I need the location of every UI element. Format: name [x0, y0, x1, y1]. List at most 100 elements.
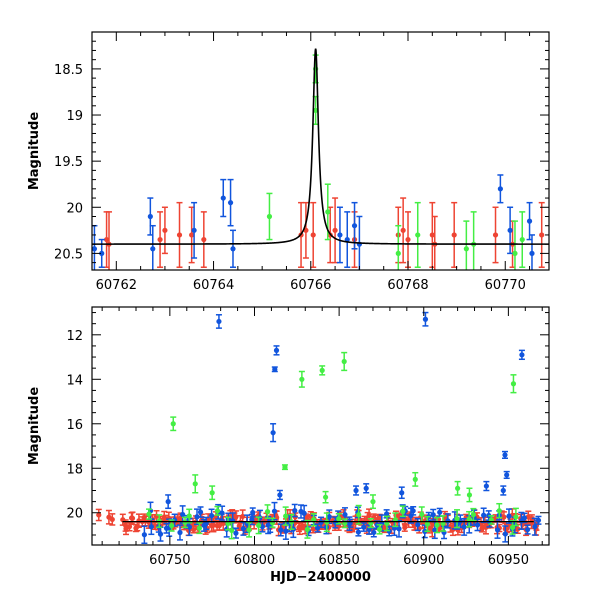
bulk-point-red: [233, 514, 239, 520]
bulk-point-blue: [355, 529, 362, 535]
bulk-point-blue: [524, 526, 531, 533]
plot-frame: [91, 31, 550, 271]
data-point-red: [429, 232, 435, 238]
data-point-red: [201, 236, 207, 243]
data-point-blue: [351, 223, 358, 229]
bulk-point-green: [424, 521, 430, 527]
data-point-blue: [363, 485, 369, 491]
bulk-point-green: [196, 525, 203, 531]
data-point-green: [325, 209, 331, 215]
data-point-blue: [230, 246, 236, 252]
bulk-point-red: [501, 514, 507, 520]
bulk-point-red: [377, 515, 383, 521]
data-point-red: [109, 516, 115, 523]
data-point-green: [209, 490, 215, 496]
bulk-point-red: [216, 523, 223, 529]
bulk-point-blue: [361, 524, 367, 530]
bulk-point-blue: [396, 526, 402, 532]
x-tick-label: 60900: [403, 553, 444, 568]
bulk-point-blue: [445, 518, 451, 524]
data-point-blue: [497, 186, 503, 192]
y-tick-label: 20: [66, 507, 83, 522]
data-point-red: [400, 227, 406, 233]
data-point-blue: [337, 232, 343, 238]
bulk-point-green: [146, 511, 152, 517]
data-point-green: [370, 499, 376, 505]
bulk-point-blue: [437, 509, 443, 515]
bulk-point-blue: [249, 517, 255, 523]
y-tick-label: 14: [66, 373, 83, 388]
data-point-blue: [92, 246, 98, 252]
x-tick-label: 60764: [193, 278, 234, 293]
bulk-point-red: [515, 526, 521, 532]
data-point-blue: [270, 430, 276, 436]
bulk-point-blue: [148, 524, 154, 530]
bulk-point-green: [304, 526, 311, 532]
bulk-point-green: [214, 508, 221, 514]
data-point-red: [103, 236, 110, 243]
bulk-point-green: [376, 526, 383, 532]
bulk-point-green: [496, 508, 502, 514]
bulk-point-blue: [494, 527, 501, 533]
bulk-point-blue: [502, 531, 508, 537]
data-point-green: [313, 107, 319, 114]
bulk-point-red: [129, 515, 136, 521]
data-point-blue: [150, 246, 156, 252]
data-point-green: [299, 376, 305, 382]
bulk-point-blue: [283, 528, 289, 534]
data-point-red: [96, 512, 102, 518]
bulk-point-blue: [141, 532, 147, 538]
bulk-point-blue: [301, 510, 307, 516]
data-point-blue: [399, 490, 405, 496]
data-point-blue: [216, 318, 222, 325]
data-point-blue: [344, 236, 350, 243]
data-layer: [95, 311, 542, 545]
data-point-blue: [353, 487, 359, 494]
data-point-green: [322, 494, 329, 500]
bulk-point-blue: [240, 526, 247, 532]
x-axis-label: HJD−2400000: [270, 570, 371, 585]
bulk-point-blue: [197, 509, 204, 515]
data-point-green: [415, 232, 421, 238]
data-point-blue: [500, 487, 506, 494]
bulk-point-green: [434, 522, 440, 528]
x-tick-label: 60766: [290, 278, 331, 293]
x-tick-label: 60762: [96, 278, 137, 293]
bulk-point-blue: [326, 514, 332, 520]
bulk-point-blue: [481, 512, 487, 518]
data-point-red: [189, 232, 195, 238]
panel-1: 60762 60764 60766 60768 60770 18.5 19 19.5 20 20.…: [27, 31, 550, 293]
data-point-blue: [526, 218, 533, 224]
bulk-point-green: [186, 513, 192, 519]
data-point-green: [266, 213, 273, 220]
x-tick-label: 60750: [149, 553, 190, 568]
bulk-point-blue: [292, 507, 298, 514]
data-point-green: [510, 381, 517, 387]
data-point-blue: [227, 200, 234, 206]
model-curve: [92, 48, 549, 245]
bulk-point-green: [229, 527, 235, 534]
y-axis-label: Magnitude: [27, 112, 42, 191]
data-point-red: [539, 232, 545, 238]
bulk-point-red: [126, 523, 133, 530]
y-axis-label: Magnitude: [27, 387, 42, 466]
data-point-green: [466, 492, 473, 498]
data-point-blue: [502, 452, 508, 458]
data-point-green: [170, 421, 176, 427]
bulk-point-blue: [342, 511, 348, 518]
bulk-point-green: [470, 512, 476, 518]
y-tick-label: 18.5: [54, 63, 83, 78]
bulk-point-blue: [521, 515, 527, 521]
bulk-point-green: [256, 522, 262, 528]
bulk-point-red: [366, 512, 372, 518]
bulk-point-blue: [506, 513, 512, 519]
data-point-red: [162, 227, 168, 233]
bulk-point-blue: [233, 530, 239, 536]
data-point-green: [282, 464, 288, 470]
bulk-point-green: [169, 522, 175, 529]
bulk-point-green: [246, 527, 252, 533]
data-point-blue: [273, 347, 280, 353]
data-point-green: [512, 250, 518, 256]
y-tick-label: 12: [66, 329, 83, 344]
